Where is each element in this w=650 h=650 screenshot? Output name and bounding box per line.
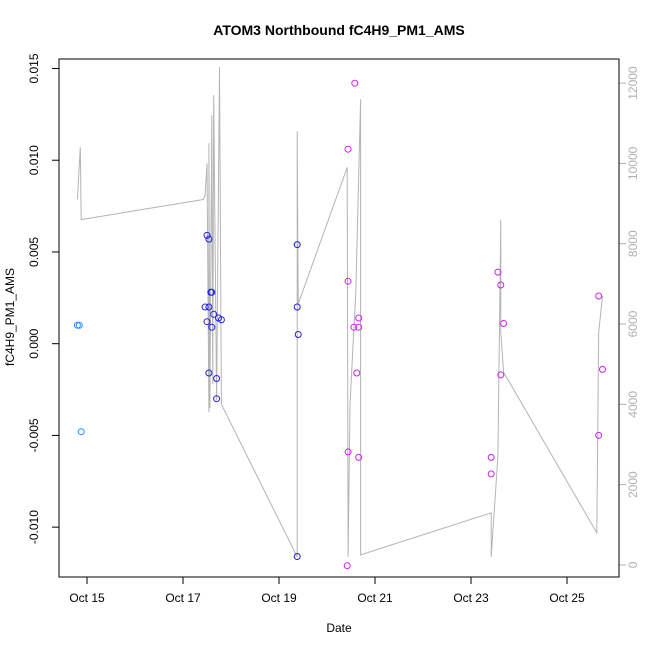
y2-tick-label: 4000 [626,391,640,418]
data-point [355,453,363,461]
data-point [355,314,363,322]
data-point [355,323,363,331]
y2-tick-label: 12000 [626,66,640,100]
x-tick-label: Oct 23 [453,591,489,605]
data-points-layer [73,79,606,570]
data-point [210,310,218,318]
data-point [75,321,83,329]
y-tick-label: 0.010 [27,145,41,175]
data-point [344,145,352,153]
data-point [205,369,213,377]
data-point [201,303,209,311]
y-tick-label: 0.000 [27,328,41,358]
x-tick-label: Oct 21 [357,591,393,605]
secondary-line-layer [76,66,603,558]
data-point [293,241,301,249]
data-point [293,303,301,311]
data-point [203,318,211,326]
data-point [599,365,606,373]
y-tick-label: 0.005 [27,237,41,267]
data-point [487,470,495,478]
data-point [344,277,352,285]
data-point [497,281,505,289]
secondary-series-line [76,66,603,558]
data-point [208,288,216,296]
y2-tick-label: 10000 [626,146,640,180]
data-point [487,453,495,461]
y-tick-label: 0.015 [27,53,41,83]
data-point [203,231,211,239]
axes-layer: Oct 15 Oct 17 Oct 19 Oct 21 Oct 23 Oct 25 -0.0… [27,53,640,605]
plot-area-frame [58,58,620,578]
data-point [494,268,502,276]
data-point [213,375,221,382]
x-tick-label: Oct 17 [165,591,201,605]
data-point [353,369,361,377]
data-point [73,321,81,329]
data-point [343,562,351,570]
y2-tick-label: 6000 [626,310,640,337]
data-point [205,303,213,311]
chart-title: ATOM3 Northbound fC4H9_PM1_AMS [213,22,465,38]
data-point [217,316,225,324]
data-point [293,553,301,560]
y-axis-label: fC4H9_PM1_AMS [3,268,17,366]
data-point [595,431,603,439]
x-tick-label: Oct 19 [261,591,297,605]
data-point [350,323,358,331]
data-point [205,235,213,243]
data-point [213,395,221,403]
data-point [497,371,505,379]
x-tick-label: Oct 25 [549,591,585,605]
x-tick-label: Oct 15 [69,591,105,605]
data-point [77,428,85,436]
x-axis-label: Date [326,621,352,635]
data-point [500,320,508,327]
y-tick-label: -0.010 [27,510,41,544]
y2-tick-label: 0 [626,561,640,568]
y-tick-label: -0.005 [27,418,41,452]
data-point [344,448,352,456]
data-point [294,331,302,338]
y2-tick-label: 2000 [626,471,640,498]
y2-tick-label: 8000 [626,230,640,257]
data-point [351,79,359,87]
data-point [595,292,603,300]
data-point [208,323,216,331]
